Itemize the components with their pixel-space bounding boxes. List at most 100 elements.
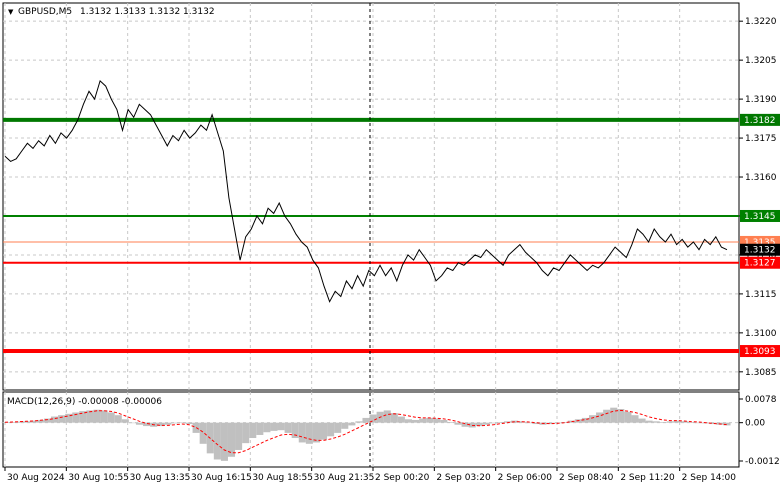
macd-bar [1,422,9,423]
macd-bar [433,418,441,423]
macd-bar [588,415,597,423]
macd-bar [673,420,681,423]
macd-bar [312,422,320,443]
macd-bar [645,420,653,423]
macd-bar [638,418,646,423]
macd-bar [72,412,80,423]
macd-bar [440,419,448,423]
macd-bar [680,421,689,423]
macd-bar [362,417,370,423]
level-tag-bg [740,209,780,222]
macd-bar [157,422,165,427]
macd-bar [199,422,207,444]
macd-bar [624,411,632,423]
macd-bar [426,417,434,423]
macd-bar [185,422,193,425]
macd-bar [348,422,356,426]
macd-bar [397,416,405,423]
level-tag-label: 1.3182 [744,116,776,126]
macd-bar [659,422,667,423]
macd-bar [390,413,398,423]
x-tick-label: 2 Sep 00:20 [375,473,430,483]
macd-bar [567,420,575,423]
y-tick-label: 1.3115 [745,290,777,300]
macd-bar [143,422,151,427]
macd-bar [93,409,101,423]
macd-bar [291,422,299,439]
macd-bar [596,412,604,423]
x-tick-label: 30 Aug 21:35 [314,473,375,483]
macd-bar [341,422,349,429]
macd-bar [305,422,313,444]
macd-bar [284,422,292,433]
y-tick-label: 1.3220 [745,17,777,27]
macd-bar [419,418,427,423]
macd-bar [496,422,505,423]
macd-bar [43,418,52,423]
macd-bar [617,409,625,423]
y-tick-label: 1.3205 [745,56,777,66]
level-tag-label: 1.3127 [744,259,776,269]
macd-bar [695,422,703,424]
macd-bar [22,421,30,423]
y-tick-label: 1.3175 [745,134,777,144]
price-grid-vertical [4,3,681,467]
macd-bar [58,415,66,423]
macd-bar [666,421,674,423]
macd-bar [135,422,144,425]
macd-bar [404,419,413,423]
macd-histogram [1,407,731,461]
macd-tick-label: 0.00 [745,419,765,429]
level-price-tags: 1.3182 1.3145 1.3135 1.3127 1.3093 1.3132 [740,113,780,358]
macd-bar [178,422,186,423]
x-tick-label: 2 Sep 03:20 [436,473,491,483]
macd-bar [447,422,455,423]
x-tick-label: 30 Aug 18:55 [252,473,313,483]
macd-indicator-label: MACD(12,26,9) -0.00008 -0.00006 [7,397,162,407]
y-tick-label: 1.3100 [745,329,777,339]
macd-bar [114,415,122,423]
macd-bar [277,422,285,431]
macd-bar [242,422,250,444]
macd-bar [581,417,589,423]
current-price-tag-bg [740,243,780,256]
macd-bar [249,422,257,439]
x-tick-label: 2 Sep 14:00 [682,473,737,483]
x-tick-label: 30 Aug 16:15 [191,473,252,483]
macd-bar [688,422,696,423]
macd-bar [369,414,377,423]
macd-bar [256,422,264,435]
macd-bar [475,422,483,427]
x-tick-label: 30 Aug 13:35 [130,473,191,483]
macd-bar [383,410,391,423]
macd-bar [709,422,717,425]
macd-bar [610,407,618,423]
macd-bar [327,422,335,437]
macd-bar [270,422,278,431]
macd-bar [29,420,37,423]
level-tag-bg [740,345,780,358]
current-price-tag-label: 1.3132 [744,246,776,256]
macd-tick-label: 0.0078 [745,395,777,405]
ohlc-readout: 1.3132 1.3133 1.3132 1.3132 [80,7,215,17]
y-tick-label: 1.3085 [745,368,777,378]
macd-bar [652,421,660,423]
macd-bar [334,422,342,433]
macd-bar [532,422,540,425]
price-grid-horizontal [3,20,739,373]
macd-bar [482,422,490,425]
macd-bar [723,422,731,426]
macd-bar [454,422,462,425]
macd-bar [525,422,533,424]
x-tick-label: 2 Sep 06:00 [498,473,553,483]
macd-bar [79,411,87,423]
macd-bar [121,419,129,423]
symbol-menu-arrow-icon[interactable]: ▼ [8,8,14,16]
support-resistance-levels[interactable] [3,117,739,354]
y-tick-label: 1.3190 [745,95,777,105]
macd-pane-frame [2,391,740,468]
x-tick-label: 30 Aug 2024 [7,473,65,483]
symbol-label: GBPUSD,M5 [18,7,72,17]
level-tag-bg [740,113,780,126]
